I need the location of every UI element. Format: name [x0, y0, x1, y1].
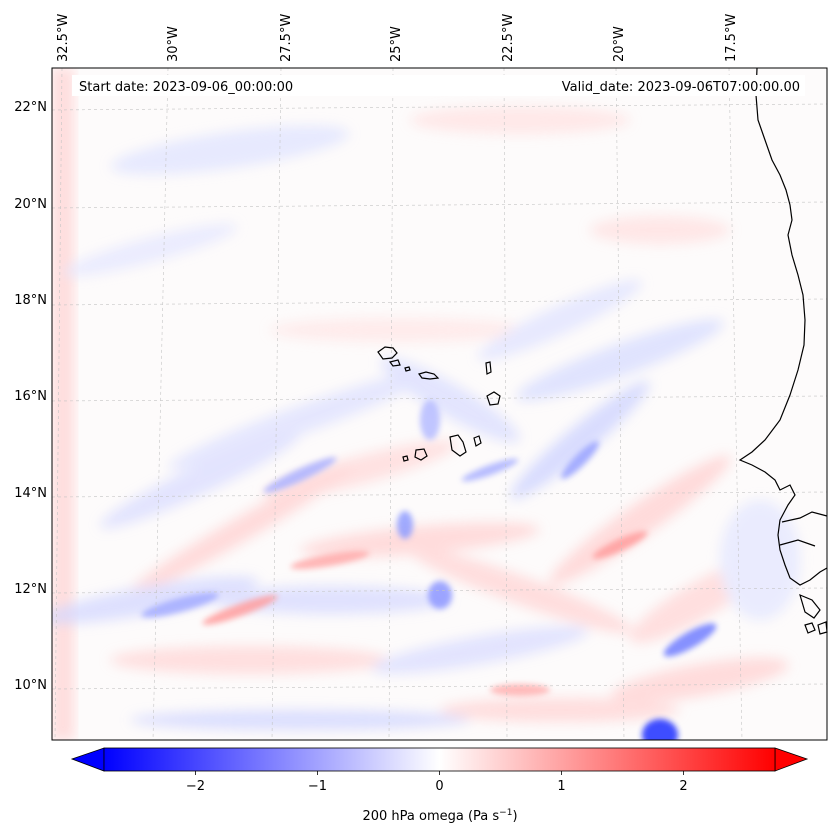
- brava-island: [402, 455, 409, 462]
- guinea-bissau-coast: [799, 593, 821, 619]
- boa-vista-island: [486, 391, 501, 406]
- lon-label: 22.5°W: [501, 14, 516, 62]
- lat-label: 22°N: [14, 100, 47, 115]
- coastlines: [377, 67, 828, 635]
- colorbar-gradient: [103, 747, 776, 772]
- santa-luzia-island: [404, 366, 411, 372]
- sao-vicente-island: [388, 359, 401, 367]
- santo-antao-island: [377, 346, 398, 360]
- lon-label: 32.5°W: [56, 14, 71, 62]
- sao-nicolau-island: [417, 371, 440, 380]
- colorbar-tick-label: −2: [186, 779, 205, 794]
- lon-label: 25°W: [389, 26, 404, 62]
- maio-island: [473, 435, 482, 447]
- fogo-island: [414, 448, 428, 461]
- colorbar-tick-label: −1: [308, 779, 327, 794]
- colorbar-extend-min: [70, 747, 105, 772]
- senegal-river-inlet: [781, 511, 828, 523]
- colorbar-tick-label: 0: [435, 779, 443, 794]
- lat-label: 12°N: [14, 582, 47, 597]
- lon-label: 17.5°W: [724, 14, 739, 62]
- lon-label: 27.5°W: [279, 14, 294, 62]
- map-frame: [51, 67, 828, 741]
- lat-label: 16°N: [14, 389, 47, 404]
- colorbar-ticks: −2 −1 0 1 2: [186, 771, 688, 794]
- africa-coastline: [738, 67, 828, 586]
- colorbar-label: 200 hPa omega (Pa s−1): [362, 808, 517, 824]
- map-panel: Start date: 2023-09-06_00:00:00 Valid_da…: [51, 67, 828, 741]
- colorbar-tick-label: 1: [557, 779, 565, 794]
- lat-label: 10°N: [14, 678, 47, 693]
- santiago-island: [449, 434, 467, 457]
- gambia-inlet: [779, 539, 816, 547]
- lat-label: 14°N: [14, 486, 47, 501]
- valid-date-label: Valid_date: 2023-09-06T07:00:00.00: [562, 80, 800, 95]
- lon-label: 30°W: [166, 26, 181, 62]
- date-header-box: [72, 75, 805, 96]
- latitude-labels: 22°N 20°N 18°N 16°N 14°N 12°N 10°N: [14, 100, 47, 693]
- lat-label: 18°N: [14, 293, 47, 308]
- colorbar-extend-max: [774, 747, 809, 772]
- start-date-label: Start date: 2023-09-06_00:00:00: [79, 80, 293, 95]
- lat-label: 20°N: [14, 197, 47, 212]
- longitude-labels: 32.5°W 30°W 27.5°W 25°W 22.5°W 20°W 17.5…: [56, 14, 739, 62]
- gridlines: [51, 67, 828, 741]
- colorbar-tick-label: 2: [679, 779, 687, 794]
- lon-label: 20°W: [612, 26, 627, 62]
- colorbar: −2 −1 0 1 2 200 hPa omega (Pa s−1): [70, 747, 809, 824]
- sal-island: [485, 361, 492, 375]
- boundary-strip-left: [52, 68, 74, 740]
